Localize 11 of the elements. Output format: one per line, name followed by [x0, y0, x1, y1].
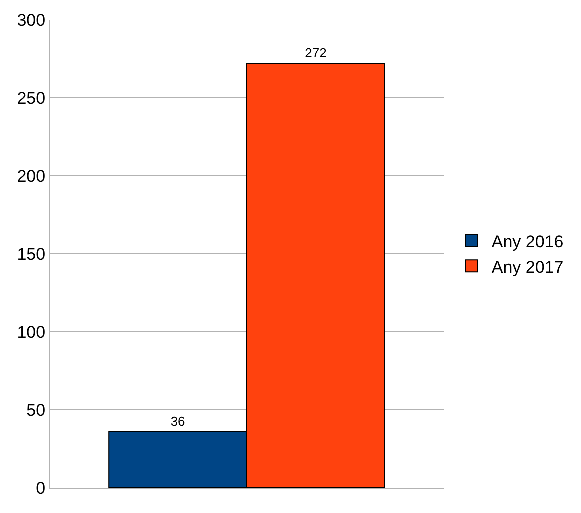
data-label: 272 [305, 46, 327, 61]
y-tick-label: 250 [17, 88, 46, 108]
legend-label: Any 2016 [492, 232, 564, 252]
y-tick-label: 150 [17, 244, 46, 264]
y-tick-label: 50 [26, 400, 46, 420]
data-label: 36 [170, 414, 186, 429]
legend-label: Any 2017 [492, 258, 564, 277]
y-tick-label: 100 [17, 322, 46, 342]
y-tick-label: 200 [17, 166, 46, 186]
y-tick-label: 0 [36, 478, 46, 498]
y-tick-label: 300 [17, 10, 46, 30]
